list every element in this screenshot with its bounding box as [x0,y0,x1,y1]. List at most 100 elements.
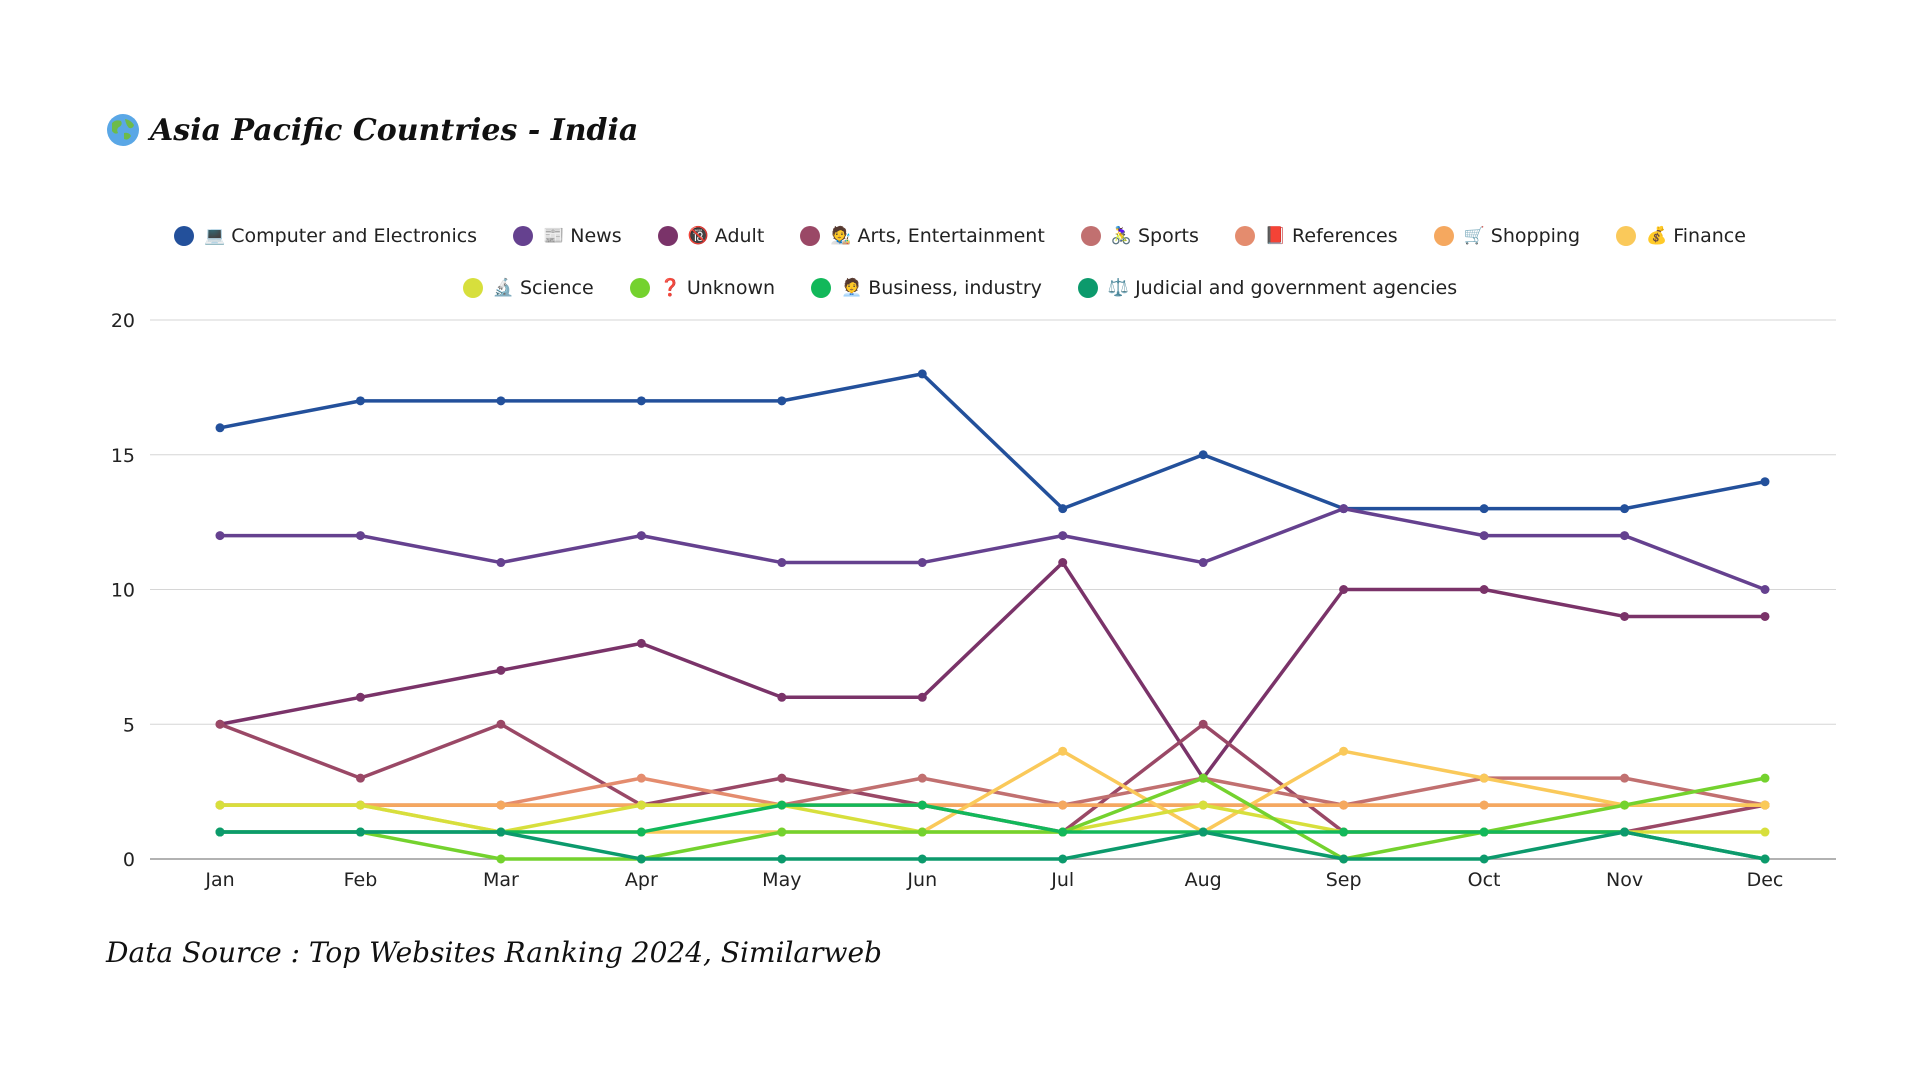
data-point [917,800,927,810]
x-tick-label: Sep [1326,869,1362,891]
data-point [1198,450,1208,460]
legend-item[interactable]: 🛒 Shopping [1433,225,1580,247]
data-point [1620,773,1630,783]
y-tick-label: 0 [123,849,135,871]
data-point [777,396,787,406]
data-point [1760,585,1770,594]
series-line [218,506,1767,592]
legend-dot [800,226,821,246]
legend-emoji-icon: 🛒 [1463,226,1485,246]
legend-emoji-icon: 📰 [543,226,565,246]
data-point [215,531,225,541]
x-tick-label: May [762,869,801,891]
legend-item[interactable]: 💻 Computer and Electronics [174,225,477,247]
legend-emoji-icon: 🚴‍♀️ [1110,226,1132,246]
data-point [1760,477,1770,487]
legend-dot [513,226,534,246]
data-source-note: Data Source : Top Websites Ranking 2024,… [106,936,882,969]
series-line [218,776,1767,861]
data-point [1620,800,1630,810]
legend-row: 🔬 Science ❓ Unknown 🧑‍💼 Business, industry ⚖️ J… [0,262,1920,314]
data-point [1620,827,1630,837]
legend-emoji-icon: 💻 [204,226,226,246]
legend-dot [1433,226,1454,246]
x-tick-label: Nov [1606,869,1643,891]
data-point [355,531,365,541]
legend-label: References [1292,225,1398,247]
data-point [636,531,646,541]
data-point [777,854,787,864]
data-point [355,396,365,406]
legend-item[interactable]: 📕 References [1234,225,1398,247]
data-point [1479,854,1489,864]
x-tick-label: Feb [344,869,378,891]
legend-item[interactable]: 🔞 Adult [657,225,765,247]
legend-dot [629,278,650,298]
legend-item[interactable]: 🔬 Science [462,277,594,299]
data-point [1760,611,1770,621]
data-point [1198,773,1208,783]
legend-item[interactable]: 🧑‍💼 Business, industry [811,277,1042,299]
data-point [1058,746,1068,756]
legend-emoji-icon: 🔬 [492,278,514,298]
data-point [1479,585,1489,594]
x-tick-label: Jan [204,869,234,891]
legend-dot [174,226,195,246]
data-point [636,396,646,406]
legend-item[interactable]: ⚖️ Judicial and government agencies [1077,277,1457,299]
data-point [1198,558,1208,568]
legend-label: Unknown [686,277,776,299]
y-tick-label: 20 [111,310,135,332]
data-point [215,827,225,837]
legend-dot [1616,226,1637,246]
data-point [777,827,787,837]
series-line [218,830,1767,861]
legend-dot [1077,278,1098,298]
legend-item[interactable]: 🧑‍🎨 Arts, Entertainment [800,225,1045,247]
data-point [496,827,506,837]
data-point [917,827,927,837]
legend-label: News [570,225,622,247]
data-point [496,800,506,810]
data-point [355,773,365,783]
data-point [1058,504,1068,514]
x-tick-label: Oct [1468,869,1501,891]
data-point [496,719,506,729]
y-tick-label: 10 [111,580,135,602]
series-line [218,560,1767,780]
data-point [215,423,225,433]
x-tick-label: Apr [625,869,658,891]
data-point [917,692,927,702]
legend-item[interactable]: 🚴‍♀️ Sports [1080,225,1199,247]
legend-dot [811,278,832,298]
data-point [1058,854,1068,864]
data-point [496,396,506,406]
legend-item[interactable]: 📰 News [513,225,622,247]
series [215,504,1770,594]
legend-label: Arts, Entertainment [857,225,1045,247]
data-point [496,854,506,864]
legend-row: 💻 Computer and Electronics 📰 News 🔞 Adult 🧑‍🎨 A… [0,210,1920,262]
data-point [636,854,646,864]
data-point [1479,800,1489,810]
data-point [355,692,365,702]
data-point [1339,504,1349,514]
data-point [355,800,365,810]
data-point [215,719,225,729]
legend-label: Sports [1137,225,1199,247]
legend-emoji-icon: 💰 [1646,226,1668,246]
data-point [1620,611,1630,621]
data-point [1339,746,1349,756]
data-point [1198,800,1208,810]
legend-label: Adult [714,225,765,247]
legend-dot [1080,226,1101,246]
data-point [1760,854,1770,864]
x-tick-label: Aug [1185,869,1222,891]
data-point [777,773,787,783]
data-point [1339,827,1349,837]
legend-item[interactable]: ❓ Unknown [629,277,776,299]
legend-item[interactable]: 💰 Finance [1616,225,1746,247]
data-point [1058,800,1068,810]
x-tick-label: Jul [1050,869,1074,891]
